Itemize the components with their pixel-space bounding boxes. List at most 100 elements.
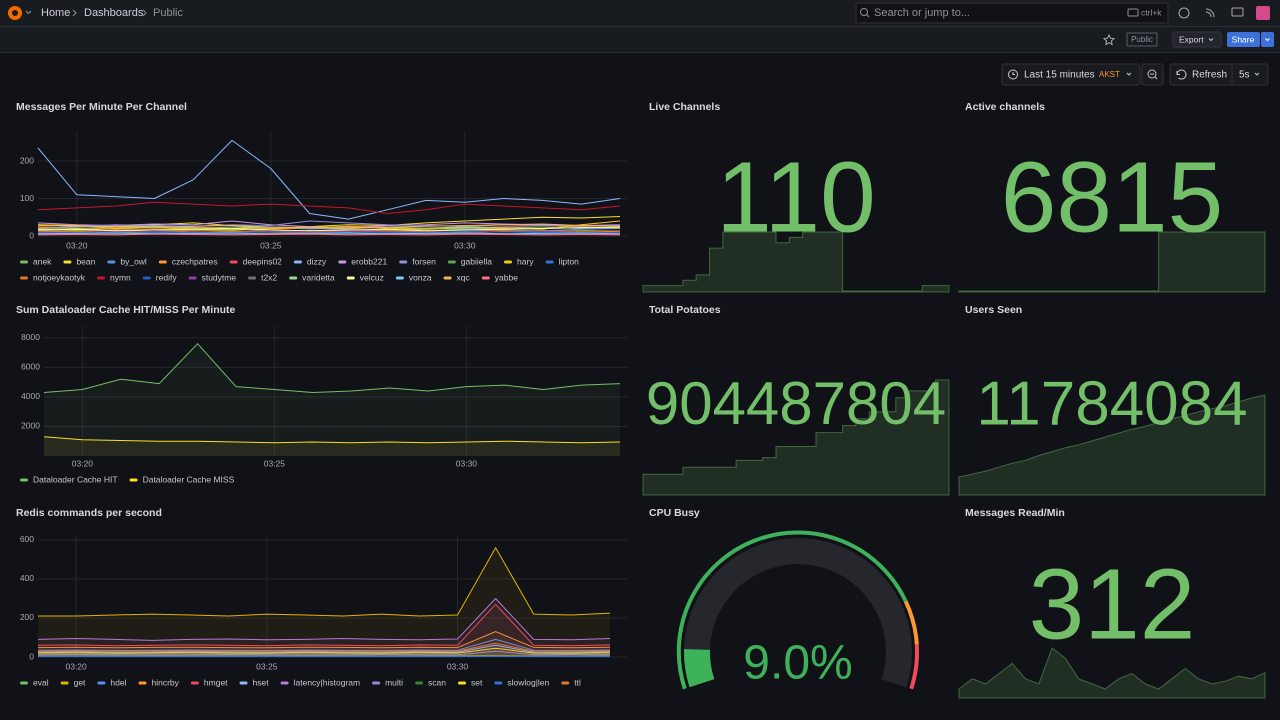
breadcrumb[interactable]: Home (41, 7, 70, 19)
series-line (37, 231, 621, 234)
legend-swatch (96, 276, 105, 280)
series-line (37, 220, 621, 229)
legend-swatch (346, 276, 355, 280)
legend-swatch (248, 276, 257, 280)
series-line (37, 647, 611, 654)
legend-label: Dataloader Cache MISS (143, 474, 235, 484)
series-area (38, 643, 610, 657)
sparkline (958, 231, 1266, 293)
breadcrumb: Public (153, 7, 183, 19)
panel-title: CPU Busy (649, 507, 700, 519)
sparkline (958, 647, 1266, 699)
legend-swatch (20, 260, 28, 264)
legend-label: gabiiella (461, 256, 492, 266)
y-tick-label: 0 (29, 230, 34, 240)
panel-title: Messages Read/Min (965, 507, 1065, 519)
legend-label: multi (385, 677, 403, 687)
legend-label: get (74, 677, 86, 687)
stat-value: 11784084 (976, 369, 1247, 438)
legend-swatch (289, 276, 298, 280)
export-button[interactable] (1172, 31, 1222, 48)
legend-swatch (372, 681, 381, 685)
badge-text: Public (1131, 35, 1153, 44)
threshold-band (676, 530, 908, 690)
legend-label: ttl (574, 677, 581, 687)
time-range: Last 15 minutes (1024, 70, 1095, 81)
legend-swatch (395, 276, 404, 280)
share-menu[interactable] (1261, 32, 1274, 47)
x-tick-label: 03:30 (454, 240, 476, 250)
legend-label: hincrby (152, 677, 180, 687)
legend-label: velcuz (360, 272, 384, 282)
news-icon[interactable] (1205, 8, 1215, 18)
refresh-interval: 5s (1239, 70, 1250, 81)
help-icon[interactable] (1178, 7, 1190, 19)
share-label: Share (1232, 34, 1255, 44)
refresh-picker[interactable] (1169, 63, 1269, 86)
legend-swatch (239, 681, 248, 685)
legend-swatch (20, 478, 28, 482)
legend-label: hdel (110, 677, 126, 687)
series-line (37, 139, 621, 220)
x-tick-label: 03:20 (65, 661, 87, 671)
legend-label: scan (428, 677, 446, 687)
legend-label: erobb221 (351, 256, 387, 266)
clock-icon (1008, 69, 1018, 80)
timezone: AKST (1099, 70, 1120, 79)
time-picker[interactable] (1001, 63, 1141, 86)
x-tick-label: 03:20 (72, 458, 94, 468)
caret (1254, 72, 1260, 76)
search-box[interactable] (855, 2, 1169, 24)
legend-label: redify (156, 272, 178, 282)
legend-swatch (63, 260, 72, 264)
clock-hand (1012, 72, 1015, 75)
series-area (38, 651, 610, 657)
legend-swatch (60, 681, 69, 685)
zoom-icon (1147, 69, 1157, 79)
legend-swatch (142, 276, 151, 280)
series-area (38, 547, 610, 657)
series-line (43, 436, 621, 444)
legend-label: hset (253, 677, 270, 687)
search-icon (866, 14, 870, 18)
legend-label: slowlog|len (507, 677, 549, 687)
y-tick-label: 400 (20, 573, 34, 583)
panel-title: Redis commands per second (16, 507, 162, 519)
kiosk-icon[interactable] (1231, 7, 1244, 17)
y-tick-label: 200 (20, 155, 34, 165)
shortcut: ctrl+k (1141, 7, 1162, 17)
menu-caret[interactable] (25, 10, 32, 15)
y-tick-label: 6000 (21, 362, 40, 372)
sparkline (642, 231, 950, 293)
star-icon[interactable] (1102, 33, 1116, 46)
stat-value: 6815 (1001, 141, 1223, 253)
series-area (38, 598, 610, 657)
sparkline (958, 394, 1266, 496)
legend-swatch (158, 260, 167, 264)
legend-swatch (229, 260, 238, 264)
legend-label: anek (33, 256, 52, 266)
panel-title: Messages Per Minute Per Channel (16, 101, 187, 113)
share-button[interactable] (1227, 32, 1260, 47)
y-tick-label: 600 (20, 534, 34, 544)
legend-swatch (129, 478, 138, 482)
legend-swatch (138, 681, 147, 685)
legend-swatch (20, 276, 28, 280)
legend-swatch (280, 681, 289, 685)
legend-label: forsen (412, 256, 436, 266)
avatar[interactable] (1256, 6, 1270, 20)
gauge-label: 9.0% (743, 637, 852, 690)
series-line (37, 650, 611, 656)
y-tick-label: 200 (20, 612, 34, 622)
panel-title: Active channels (965, 101, 1045, 113)
legend-label: hary (517, 256, 534, 266)
legend-label: t2x2 (261, 272, 277, 282)
legend-label: xqc (457, 272, 471, 282)
legend-swatch (504, 260, 513, 264)
threshold-band (903, 600, 919, 645)
breadcrumb[interactable]: Dashboards (84, 7, 144, 19)
series-line (37, 638, 611, 651)
x-tick-label: 03:20 (66, 240, 88, 250)
